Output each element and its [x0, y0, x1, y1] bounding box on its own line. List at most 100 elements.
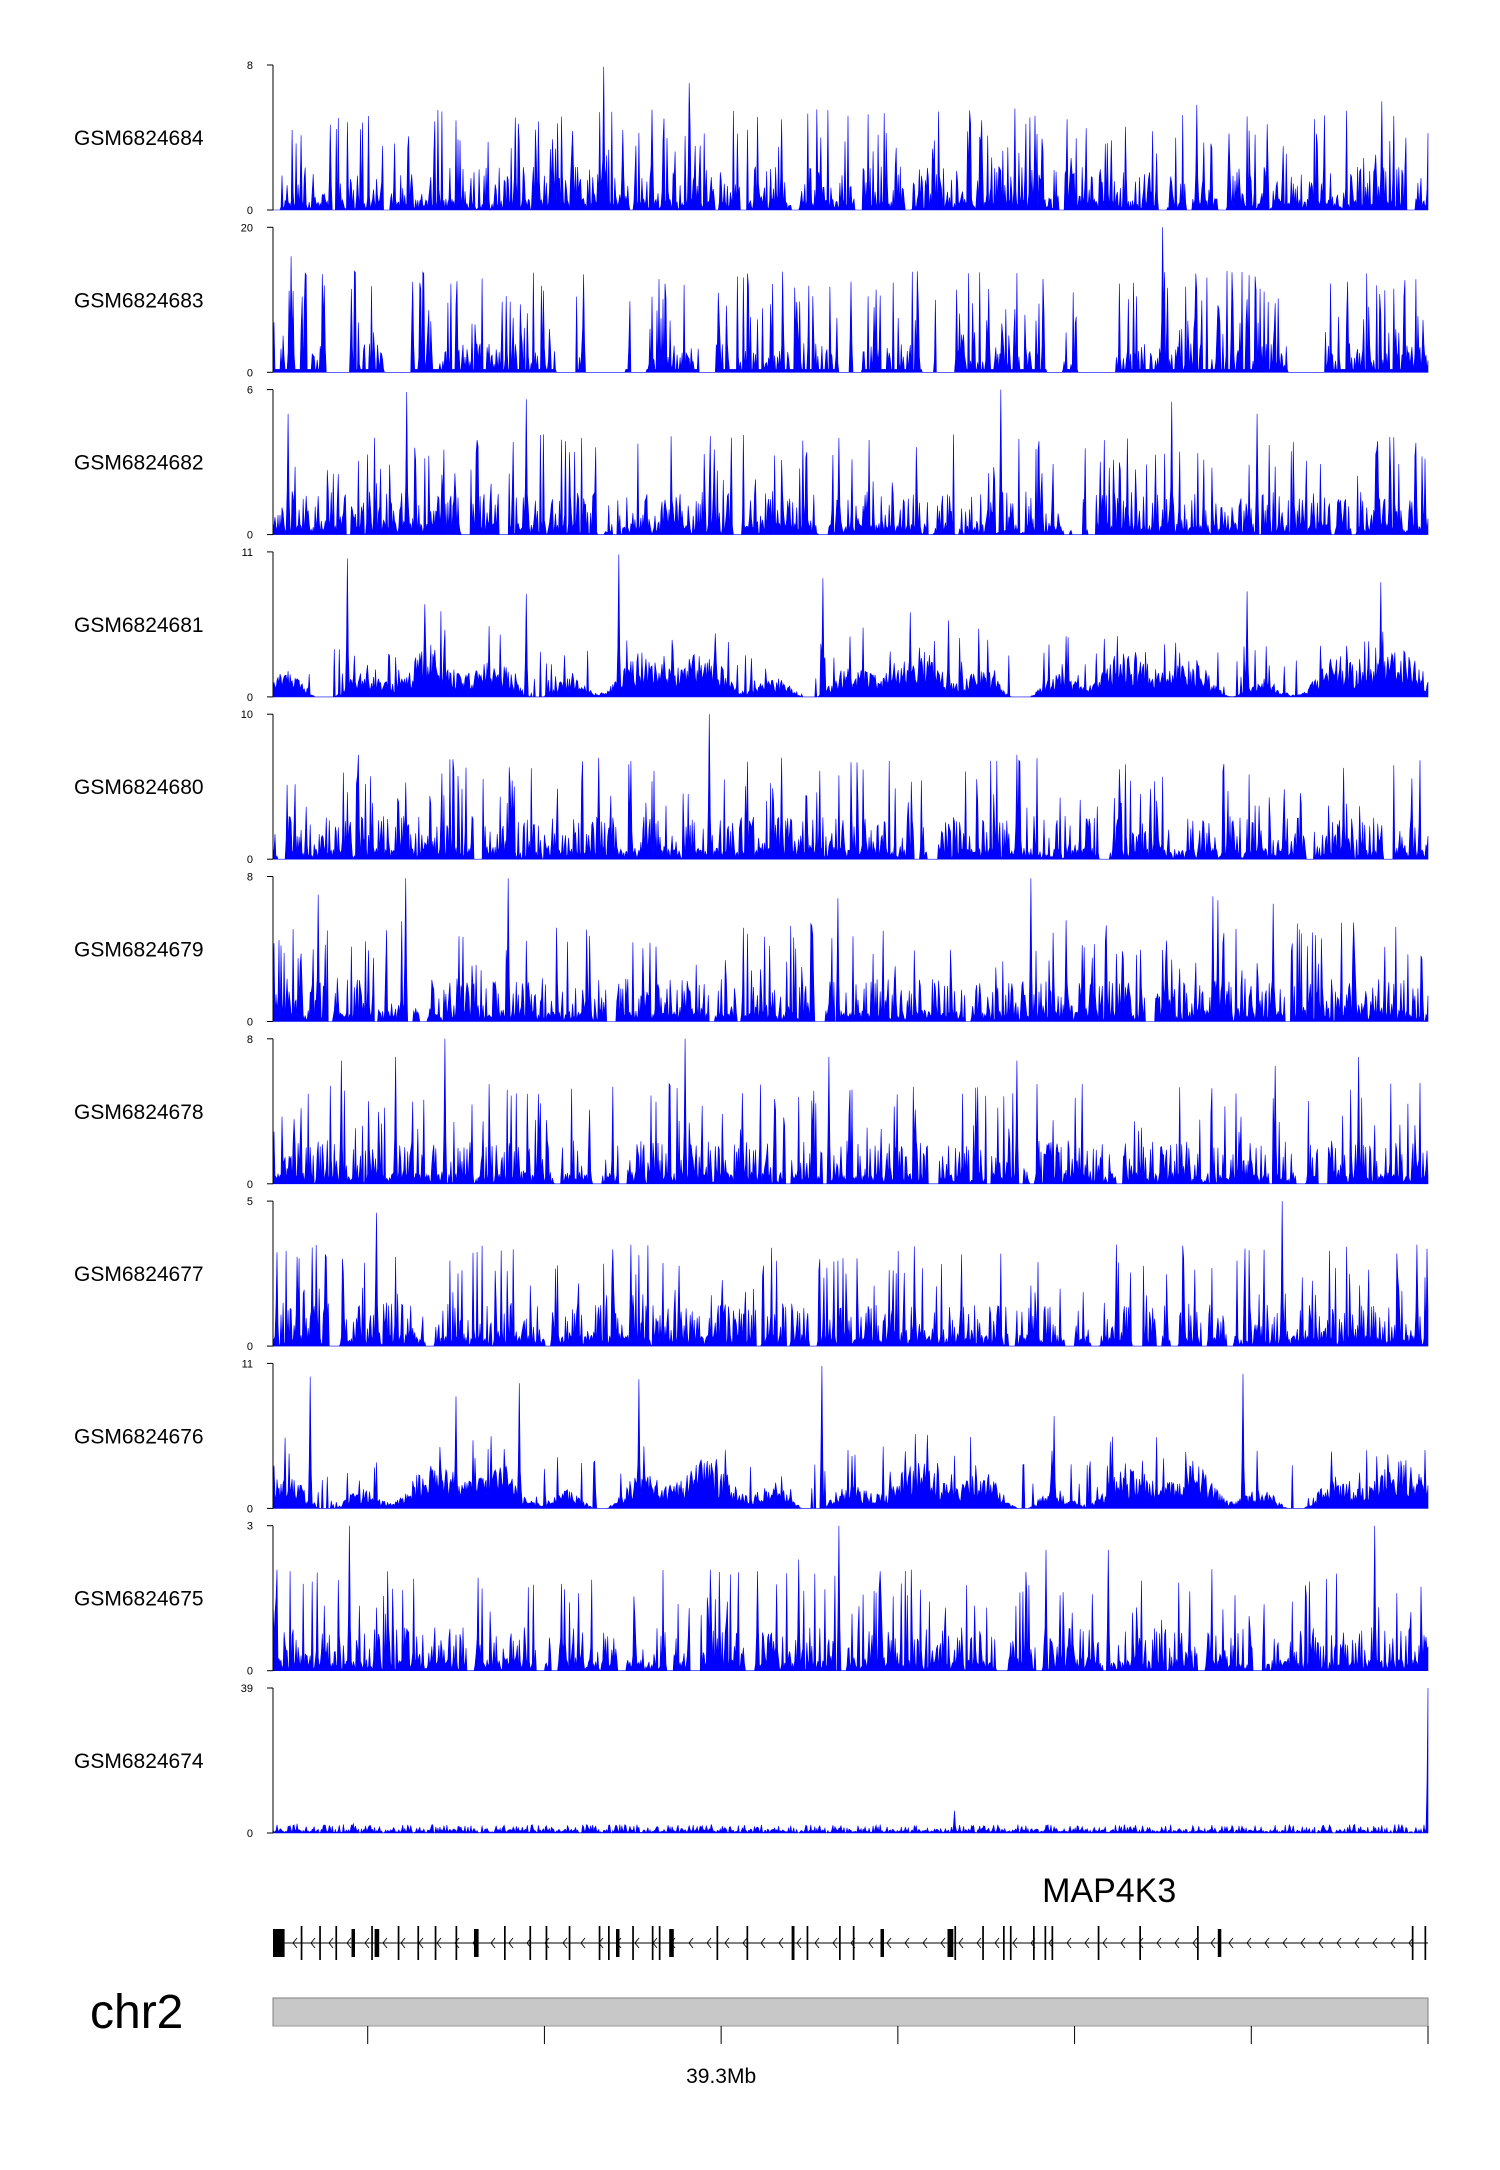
strand-arrow: [1120, 1937, 1126, 1949]
exon: [397, 1926, 400, 1960]
strand-arrow: [1228, 1937, 1234, 1949]
track-name-label: GSM6824675: [74, 1588, 204, 1611]
chromosome-label: chr2: [90, 1986, 183, 2039]
exon: [1009, 1926, 1012, 1960]
coverage-area: [272, 1687, 1429, 1835]
exon: [1051, 1926, 1054, 1960]
exon: [954, 1926, 957, 1960]
strand-arrow: [760, 1937, 766, 1949]
track-GSM6824678: 8 0 GSM6824678: [74, 1034, 1429, 1191]
exon: [947, 1929, 954, 1957]
y-min-label: 0: [247, 367, 253, 379]
strand-arrow: [742, 1937, 748, 1949]
exon: [792, 1926, 795, 1960]
coverage-area: [272, 1365, 1429, 1509]
strand-arrow: [634, 1937, 640, 1949]
chromosome-ideogram-track: chr2: [90, 1986, 1429, 2039]
exon: [371, 1926, 373, 1960]
strand-arrow: [1354, 1937, 1360, 1949]
exon: [746, 1926, 749, 1960]
strand-arrow: [436, 1937, 442, 1949]
strand-arrow: [1192, 1937, 1198, 1949]
exon: [1217, 1929, 1222, 1957]
track-name-label: GSM6824682: [74, 452, 204, 475]
coverage-area: [272, 1525, 1429, 1672]
exon: [273, 1929, 285, 1957]
axis-tick-label: 39.3Mb: [686, 2065, 756, 2088]
exon: [651, 1926, 654, 1960]
exon: [839, 1926, 841, 1960]
strand-arrow: [382, 1937, 388, 1949]
y-min-label: 0: [247, 1503, 253, 1515]
y-min-label: 0: [247, 1179, 253, 1191]
strand-arrow: [1066, 1937, 1072, 1949]
exon: [880, 1929, 884, 1957]
track-name-label: GSM6824681: [74, 614, 204, 637]
track-GSM6824680: 10 0 GSM6824680: [74, 709, 1429, 866]
y-max-label: 3: [247, 1521, 253, 1533]
exon: [616, 1929, 620, 1957]
strand-arrow: [328, 1937, 334, 1949]
exon: [658, 1926, 661, 1960]
gene-model-track: MAP4K3: [273, 1872, 1428, 1960]
exon: [806, 1926, 809, 1960]
y-max-label: 10: [241, 709, 253, 721]
strand-arrow: [886, 1937, 892, 1949]
y-min-label: 0: [247, 205, 253, 217]
strand-arrow: [1318, 1937, 1324, 1949]
exon: [982, 1926, 984, 1960]
y-max-label: 39: [241, 1683, 253, 1695]
coverage-area: [272, 878, 1429, 1023]
track-GSM6824675: 3 0 GSM6824675: [74, 1521, 1429, 1678]
strand-arrow: [1174, 1937, 1180, 1949]
strand-arrow: [562, 1937, 568, 1949]
strand-arrow: [814, 1937, 820, 1949]
y-min-label: 0: [247, 530, 253, 542]
exon: [474, 1929, 479, 1957]
strand-arrow: [580, 1937, 586, 1949]
strand-arrow: [940, 1937, 946, 1949]
strand-arrow: [454, 1937, 460, 1949]
exon: [791, 1926, 794, 1960]
strand-arrow: [1138, 1937, 1144, 1949]
exon: [455, 1926, 458, 1960]
coverage-area: [272, 554, 1429, 698]
strand-arrow: [1300, 1937, 1306, 1949]
strand-arrow: [724, 1937, 730, 1949]
exon: [1003, 1926, 1005, 1960]
exon: [545, 1926, 548, 1960]
exon: [335, 1926, 338, 1960]
exon: [852, 1926, 855, 1960]
strand-arrow: [778, 1937, 784, 1949]
strand-arrow: [1156, 1937, 1162, 1949]
strand-arrow: [1012, 1937, 1018, 1949]
y-max-label: 11: [242, 547, 253, 559]
strand-arrow: [364, 1937, 370, 1949]
strand-arrow: [868, 1937, 874, 1949]
y-min-label: 0: [247, 692, 253, 704]
track-GSM6824677: 5 0 GSM6824677: [74, 1196, 1429, 1353]
y-min-label: 0: [247, 1828, 253, 1840]
coverage-area: [272, 389, 1429, 536]
strand-arrow: [688, 1937, 694, 1949]
track-name-label: GSM6824683: [74, 289, 204, 312]
exon: [598, 1926, 601, 1960]
track-GSM6824676: 11 0 GSM6824676: [74, 1358, 1429, 1515]
exon: [529, 1926, 532, 1960]
track-name-label: GSM6824680: [74, 776, 204, 799]
exon: [1033, 1926, 1035, 1960]
y-min-label: 0: [247, 1666, 253, 1678]
exon: [716, 1926, 719, 1960]
track-name-label: GSM6824677: [74, 1263, 204, 1286]
exon: [1411, 1926, 1414, 1960]
chromosome-band: [272, 1997, 1429, 2027]
exon: [300, 1926, 303, 1960]
track-GSM6824681: 11 0 GSM6824681: [74, 547, 1429, 704]
track-name-label: GSM6824674: [74, 1750, 204, 1773]
coverage-area: [272, 227, 1429, 373]
strand-arrow: [994, 1937, 1000, 1949]
strand-arrow: [976, 1937, 982, 1949]
strand-arrow: [490, 1937, 496, 1949]
exon: [434, 1926, 437, 1960]
gene-name-label: MAP4K3: [1042, 1872, 1176, 1910]
